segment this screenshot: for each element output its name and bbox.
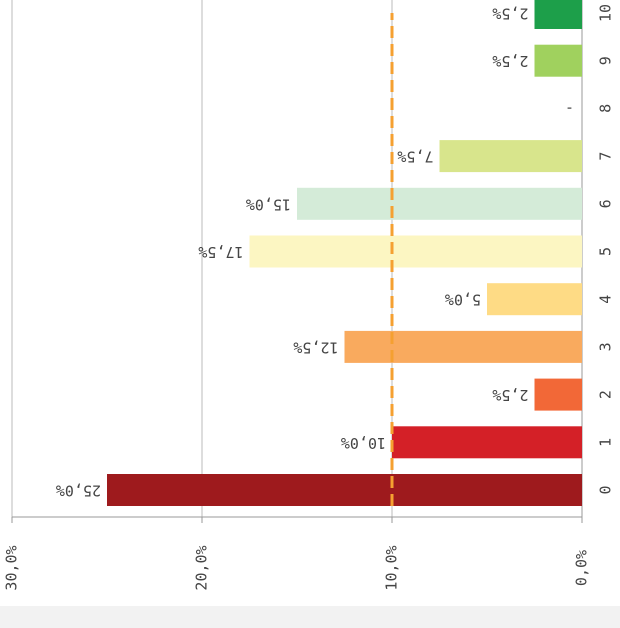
y-tick-label: 4 [597,295,615,304]
bar [534,378,582,411]
y-tick-label: 2 [597,390,615,399]
value-label: 2,5% [492,386,528,404]
value-label: 10,0% [341,434,386,452]
bar [297,187,582,220]
y-tick-label: 6 [597,199,615,208]
value-label: - [565,100,574,118]
value-label: 12,5% [293,338,338,356]
value-label: 2,5% [492,52,528,70]
value-label: 17,5% [198,243,243,261]
bar [534,0,582,29]
y-tick-label: 1 [597,438,615,447]
x-tick-label: 30,0% [3,545,21,590]
y-tick-label: 8 [597,104,615,113]
x-tick-label: 0,0% [573,550,591,586]
y-tick-label: 3 [597,342,615,351]
y-tick-label: 10 [597,4,615,22]
y-tick-label: 7 [597,152,615,161]
bar [107,474,582,506]
bar [392,426,582,459]
x-tick-label: 10,0% [383,545,401,590]
y-tick-label: 5 [597,247,615,256]
bar [439,140,582,173]
value-label: 7,5% [397,148,433,166]
y-tick-label: 9 [597,56,615,65]
bar [487,283,582,316]
y-tick-label: 0 [597,485,615,494]
bar [249,235,582,268]
bar [344,330,582,363]
bar [534,44,582,77]
top-strip [0,606,620,628]
value-label: 2,5% [492,5,528,23]
value-label: 5,0% [445,291,481,309]
value-label: 25,0% [56,482,101,500]
value-label: 15,0% [246,195,291,213]
x-tick-label: 20,0% [193,545,211,590]
